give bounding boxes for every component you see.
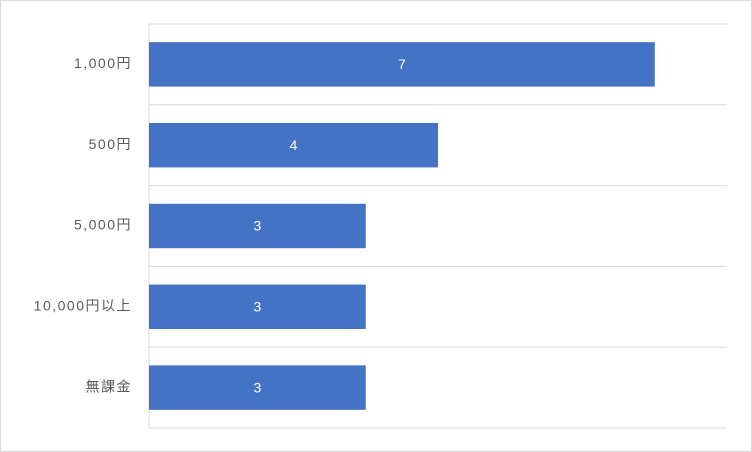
bar	[149, 122, 438, 168]
y-tick-label: 500円	[89, 136, 132, 152]
data-label: 3	[253, 218, 261, 234]
data-label: 4	[290, 137, 298, 153]
data-label: 3	[253, 299, 261, 315]
bar	[149, 42, 655, 87]
bar	[149, 365, 366, 410]
y-tick-label: 無課金	[86, 378, 133, 394]
bar	[149, 203, 366, 249]
y-tick-label: 1,000円	[74, 55, 132, 71]
bar	[149, 284, 366, 330]
y-tick-label: 10,000円以上	[34, 298, 132, 314]
y-tick-label: 5,000円	[74, 217, 132, 233]
data-label: 3	[253, 379, 261, 395]
data-label: 7	[398, 56, 406, 72]
